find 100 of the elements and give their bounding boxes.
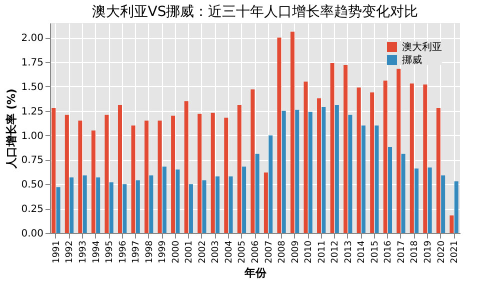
x-tick-label: 1991 [52,240,62,264]
bar [330,63,334,233]
bar [383,80,388,233]
y-tick-label: 1.50 [21,82,44,93]
x-tick-label: 2007 [264,240,274,264]
bar [176,170,180,233]
x-tick-label: 2000 [171,240,182,264]
x-tick-label: 1996 [118,240,128,264]
x-tick-label: 1997 [132,240,142,264]
bar [91,130,96,233]
bar [52,108,56,233]
x-tick-label: 2003 [211,240,222,264]
x-tick-label: 2004 [224,240,234,264]
bar [144,120,149,233]
x-tick-label: 1998 [144,240,155,264]
x-axis-title: 年份 [244,266,268,280]
bar [264,172,268,233]
x-tick-label: 2010 [304,240,314,264]
bar [322,107,326,233]
bar [82,175,87,233]
bar [210,112,215,233]
x-tick-label: 2002 [198,240,208,264]
bar [356,87,361,233]
x-tick-label: 2020 [436,240,447,264]
y-axis-title: 人口增长率 (%) [5,88,18,170]
y-tick-label: 1.25 [21,106,44,118]
y-tick-label: 1.75 [21,58,44,69]
y-tick-label: 0.50 [21,180,44,191]
x-tick-label: 2021 [450,240,460,264]
bar [344,65,348,233]
y-tick-label: 0.00 [21,228,44,240]
bar [304,82,308,233]
x-tick-label: 1994 [92,240,102,264]
x-tick-label: 1992 [65,240,76,264]
bar [162,166,166,233]
bar [423,84,428,233]
bar [224,118,228,233]
bar [361,126,366,233]
y-tick-label: 0.25 [21,204,44,216]
bar [56,187,60,233]
bar [158,120,162,233]
bar [396,68,401,233]
bar [104,114,109,233]
x-tick-label: 2005 [238,240,248,264]
bar [317,98,322,233]
x-tick-label: 2001 [184,240,195,264]
bar [308,112,312,233]
x-tick-label: 2012 [330,240,341,264]
bar [388,147,392,233]
x-tick-label: 2008 [278,240,288,264]
x-tick-label: 2011 [317,240,328,264]
bar [282,110,286,233]
x-tick-label: 2015 [370,240,380,264]
x-tick-label: 2018 [410,240,420,264]
bar [171,116,176,233]
bar [255,154,260,233]
bar [290,32,294,233]
y-tick-label: 2.00 [21,33,44,44]
bar [250,89,255,233]
bar [450,215,454,233]
bar [228,176,233,233]
x-tick-label: 2013 [344,240,354,264]
bar [436,108,440,233]
bar [242,166,246,233]
x-tick-label: 2006 [251,240,261,264]
bar [64,114,69,233]
x-tick-label: 1995 [105,240,116,264]
bar [118,105,122,233]
bar [334,105,339,233]
bar [109,182,114,233]
bar [295,110,300,233]
bar [428,168,432,233]
bar [216,176,220,233]
x-tick-label: 1999 [158,240,168,264]
bar [410,84,414,233]
bar [348,114,352,233]
x-tick-label: 2009 [290,240,301,264]
bar [441,175,446,233]
bar [131,126,136,233]
bar [78,120,82,233]
bar [188,184,193,233]
bar [454,181,458,233]
bar [96,177,100,233]
bar [70,177,74,233]
bar [374,126,379,233]
chart-title: 澳大利亚VS挪威：近三十年人口增长率趋势变化对比 [92,4,418,20]
bar [149,175,154,233]
x-tick-label: 2016 [384,240,394,264]
bar [198,114,202,233]
bar [136,180,140,233]
legend-label: 澳大利亚 [402,41,442,53]
bar [202,180,206,233]
bar [277,38,282,233]
x-tick-label: 2019 [423,240,434,264]
bar [414,168,419,233]
y-tick-label: 1.00 [21,130,44,142]
x-tick-label: 1993 [78,240,89,264]
x-tick-label: 2017 [396,240,407,264]
bar [268,135,273,233]
bar [122,184,127,233]
